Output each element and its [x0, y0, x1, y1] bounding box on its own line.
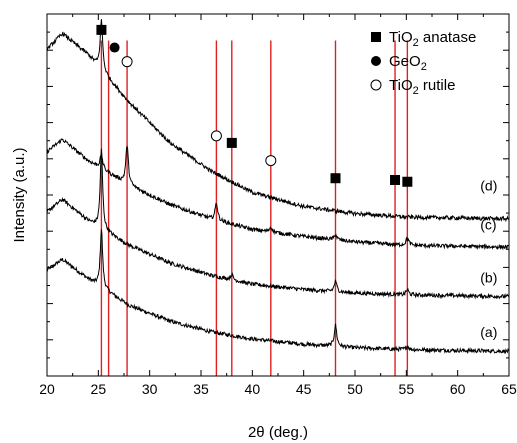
anatase-marker: [96, 24, 107, 35]
x-tick-label: 65: [501, 381, 517, 397]
x-tick-label: 35: [193, 381, 209, 397]
series-label: (d): [480, 178, 497, 194]
legend: TiO2 anatase GeO2 TiO2 rutile: [370, 29, 476, 97]
x-tick-label: 40: [245, 381, 261, 397]
trace-c: [46, 138, 510, 251]
geo2-marker: [109, 42, 120, 53]
x-tick-label: 25: [91, 381, 107, 397]
legend-label: TiO2 anatase: [389, 29, 476, 49]
legend-label: TiO2 rutile: [389, 77, 455, 97]
series-label: (c): [480, 216, 496, 232]
anatase-marker: [390, 174, 401, 185]
trace-b: [46, 148, 510, 300]
x-axis-label: 2θ (deg.): [248, 424, 308, 441]
x-axis-ticks: 20 25 30 35 40 45 50 55 60 65: [39, 14, 517, 397]
anatase-marker: [402, 176, 413, 187]
x-tick-label: 30: [142, 381, 158, 397]
x-tick-label: 60: [450, 381, 466, 397]
legend-geo2-swatch: [371, 56, 381, 66]
x-tick-label: 50: [347, 381, 363, 397]
x-tick-label: 55: [399, 381, 415, 397]
series-label: (a): [480, 324, 497, 340]
series-label: (b): [480, 269, 497, 285]
x-tick-label: 20: [39, 381, 55, 397]
legend-anatase-swatch: [371, 32, 381, 42]
anatase-marker: [330, 173, 341, 184]
rutile-marker: [210, 130, 222, 142]
xrd-traces: [46, 19, 510, 355]
y-axis-label: Intensity (a.u.): [11, 147, 28, 242]
trace-d: [46, 19, 510, 223]
trace-a: [46, 229, 510, 355]
rutile-marker: [265, 155, 277, 167]
x-tick-label: 45: [296, 381, 312, 397]
y-axis-ticks: [47, 13, 509, 377]
legend-label: GeO2: [389, 53, 427, 73]
series-labels: (d) (c) (b) (a): [480, 178, 497, 341]
phase-markers: [96, 24, 413, 187]
legend-rutile-swatch: [370, 79, 382, 91]
reference-lines: [100, 40, 409, 376]
anatase-marker: [226, 137, 237, 148]
plot-frame: [46, 13, 510, 377]
rutile-marker: [121, 56, 133, 68]
